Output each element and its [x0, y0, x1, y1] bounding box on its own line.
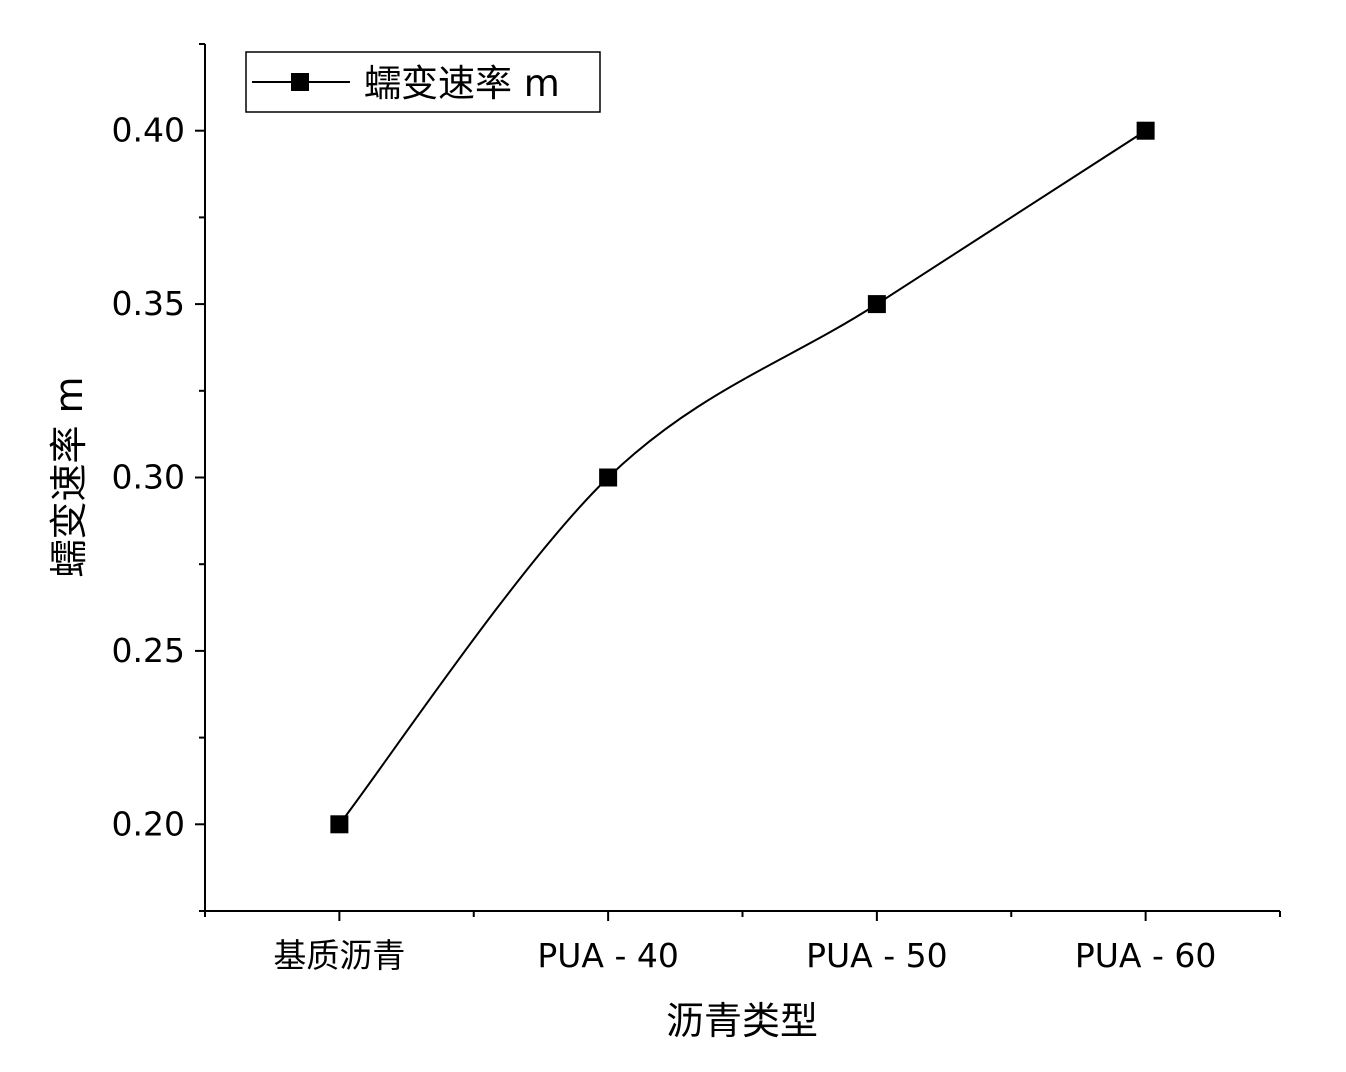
x-tick-label: PUA - 50 — [806, 936, 948, 975]
axis-ticks: 0.20 0.25 0.30 0.35 0.40 基质沥青 PUA - 40 PUA - 50… — [112, 43, 1281, 975]
x-tick-label: PUA - 40 — [537, 936, 679, 975]
legend: 蠕变速率 m — [245, 51, 601, 113]
x-tick-label: PUA - 60 — [1075, 936, 1217, 975]
x-axis-title: 沥青类型 — [666, 999, 818, 1043]
y-tick-label: 0.30 — [112, 458, 185, 497]
data-point-marker — [1136, 121, 1155, 140]
legend-marker-swatch — [291, 73, 309, 91]
y-tick-label: 0.25 — [112, 631, 185, 670]
data-point-marker — [330, 815, 349, 834]
x-tick-label: 基质沥青 — [273, 936, 405, 975]
data-point-marker — [599, 468, 618, 487]
y-tick-label: 0.40 — [112, 111, 185, 150]
y-tick-label: 0.35 — [112, 284, 185, 323]
y-tick-label: 0.20 — [112, 804, 185, 843]
series-line — [338, 129, 1147, 825]
axes — [204, 44, 1280, 912]
legend-label: 蠕变速率 m — [364, 62, 560, 105]
series-layer — [330, 121, 1155, 834]
y-axis-title: 蠕变速率 m — [47, 376, 91, 577]
data-point-marker — [867, 295, 886, 314]
